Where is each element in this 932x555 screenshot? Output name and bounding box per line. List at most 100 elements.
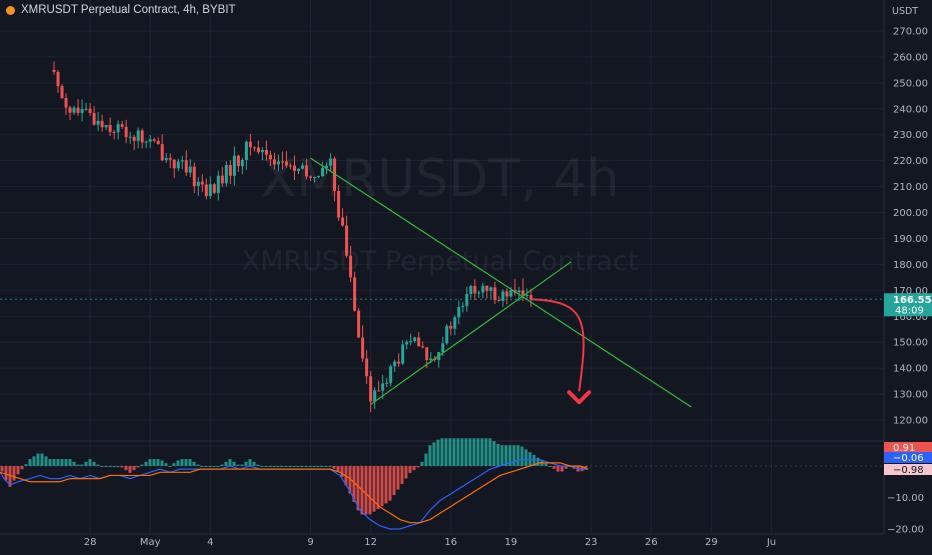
time-tick-label: May	[140, 537, 161, 548]
histogram-bar	[504, 445, 508, 466]
price-tick-label: 120.00	[893, 416, 928, 427]
price-tick-label: 130.00	[893, 390, 928, 401]
histogram-bar	[200, 466, 204, 467]
candle-body	[485, 285, 489, 291]
histogram-bar	[156, 459, 160, 466]
price-axis[interactable]: USDT 270.00 260.00 250.00 240.00 230.00 220.00…	[883, 0, 932, 550]
time-tick-label: 12	[364, 537, 377, 548]
histogram-bar	[456, 438, 460, 466]
projection-arrow-head[interactable]	[567, 390, 592, 405]
histogram-bar	[32, 456, 36, 466]
histogram-bar	[404, 466, 408, 479]
histogram-bar	[236, 464, 240, 466]
histogram-bar	[372, 466, 376, 512]
candle-body	[337, 191, 341, 218]
candle-body	[192, 166, 196, 187]
histogram-bar	[496, 443, 500, 466]
candle-body	[361, 337, 365, 359]
candle-body	[497, 300, 501, 302]
price-tick-label: 270.00	[893, 27, 928, 38]
price-tick-label: 230.00	[893, 130, 928, 141]
histogram-bar	[264, 466, 268, 467]
trendline-descending-resistance[interactable]	[310, 157, 692, 408]
candle-body	[84, 108, 88, 110]
histogram-bar	[8, 466, 12, 487]
histogram-bar	[564, 466, 568, 469]
histogram-bar	[256, 464, 260, 466]
candle-body	[152, 139, 156, 141]
osc-value-badge	[884, 452, 932, 463]
time-tick-label: 26	[645, 537, 658, 548]
candle-body	[413, 337, 417, 342]
candle-body	[92, 112, 96, 125]
projection-arrow-shaft[interactable]	[530, 298, 585, 392]
histogram-bar	[380, 466, 384, 507]
histogram-bar	[192, 461, 196, 466]
histogram-bar	[336, 466, 340, 472]
candle-body	[321, 167, 325, 177]
histogram-bar	[408, 466, 412, 473]
candle-body	[353, 277, 357, 311]
histogram-bar	[352, 466, 356, 503]
candle-body	[457, 307, 461, 318]
candle-body	[445, 325, 449, 344]
candle-body	[160, 144, 164, 161]
histogram-bar	[400, 466, 404, 485]
histogram-bar	[556, 466, 560, 472]
price-tick-label: 190.00	[893, 234, 928, 245]
histogram-bar	[320, 466, 324, 467]
histogram-bar	[52, 459, 56, 466]
histogram-bar	[444, 438, 448, 466]
candle-body	[140, 130, 144, 143]
candle-body	[72, 107, 76, 113]
time-axis[interactable]: 28 May 4 9 12 16 19 23 26 29 Ju	[0, 533, 884, 548]
histogram-bar	[368, 466, 372, 515]
candle-body	[357, 310, 361, 338]
histogram-bar	[212, 466, 216, 467]
currency-label: USDT	[892, 6, 918, 17]
histogram-bar	[184, 459, 188, 466]
candle-body	[417, 337, 421, 347]
histogram-bar	[376, 466, 380, 509]
macd-pane	[0, 438, 884, 530]
histogram-bar	[96, 464, 100, 466]
candle-body	[301, 165, 305, 169]
candle-body	[389, 366, 393, 383]
candle-body	[256, 147, 260, 153]
candle-body	[88, 108, 92, 113]
trendline-ascending-support[interactable]	[370, 261, 572, 405]
histogram-bar	[24, 464, 28, 466]
histogram-bar	[0, 466, 4, 472]
candle-body	[521, 290, 525, 296]
candle-body	[180, 160, 184, 162]
osc-value-label: 0.91	[893, 443, 915, 454]
histogram-bar	[272, 466, 276, 467]
candle-body	[345, 225, 349, 256]
osc-tick-label: −20.00	[887, 525, 924, 536]
histogram-bar	[548, 466, 552, 467]
candle-body	[104, 124, 108, 128]
candle-body	[148, 139, 152, 142]
candle-body	[325, 165, 329, 168]
histogram-bar	[84, 461, 88, 466]
candle-body	[441, 343, 445, 353]
histogram-bar	[120, 466, 124, 468]
histogram-bar	[68, 459, 72, 466]
histogram-bar	[240, 464, 244, 466]
candle-body	[64, 98, 68, 108]
histogram-bar	[560, 466, 564, 472]
price-tick-label: 260.00	[893, 52, 928, 63]
signal-line	[0, 462, 589, 524]
histogram-bar	[224, 461, 228, 466]
histogram-bar	[108, 466, 112, 467]
candle-body	[509, 290, 513, 297]
candle-body	[465, 294, 469, 306]
histogram-bar	[420, 461, 424, 466]
time-tick-label: 4	[207, 537, 213, 548]
histogram-bar	[160, 460, 164, 466]
chart-title-bar[interactable]: XMRUSDT Perpetual Contract, 4h, BYBIT	[6, 4, 236, 16]
candle-body	[168, 157, 172, 160]
candle-body	[421, 346, 425, 348]
